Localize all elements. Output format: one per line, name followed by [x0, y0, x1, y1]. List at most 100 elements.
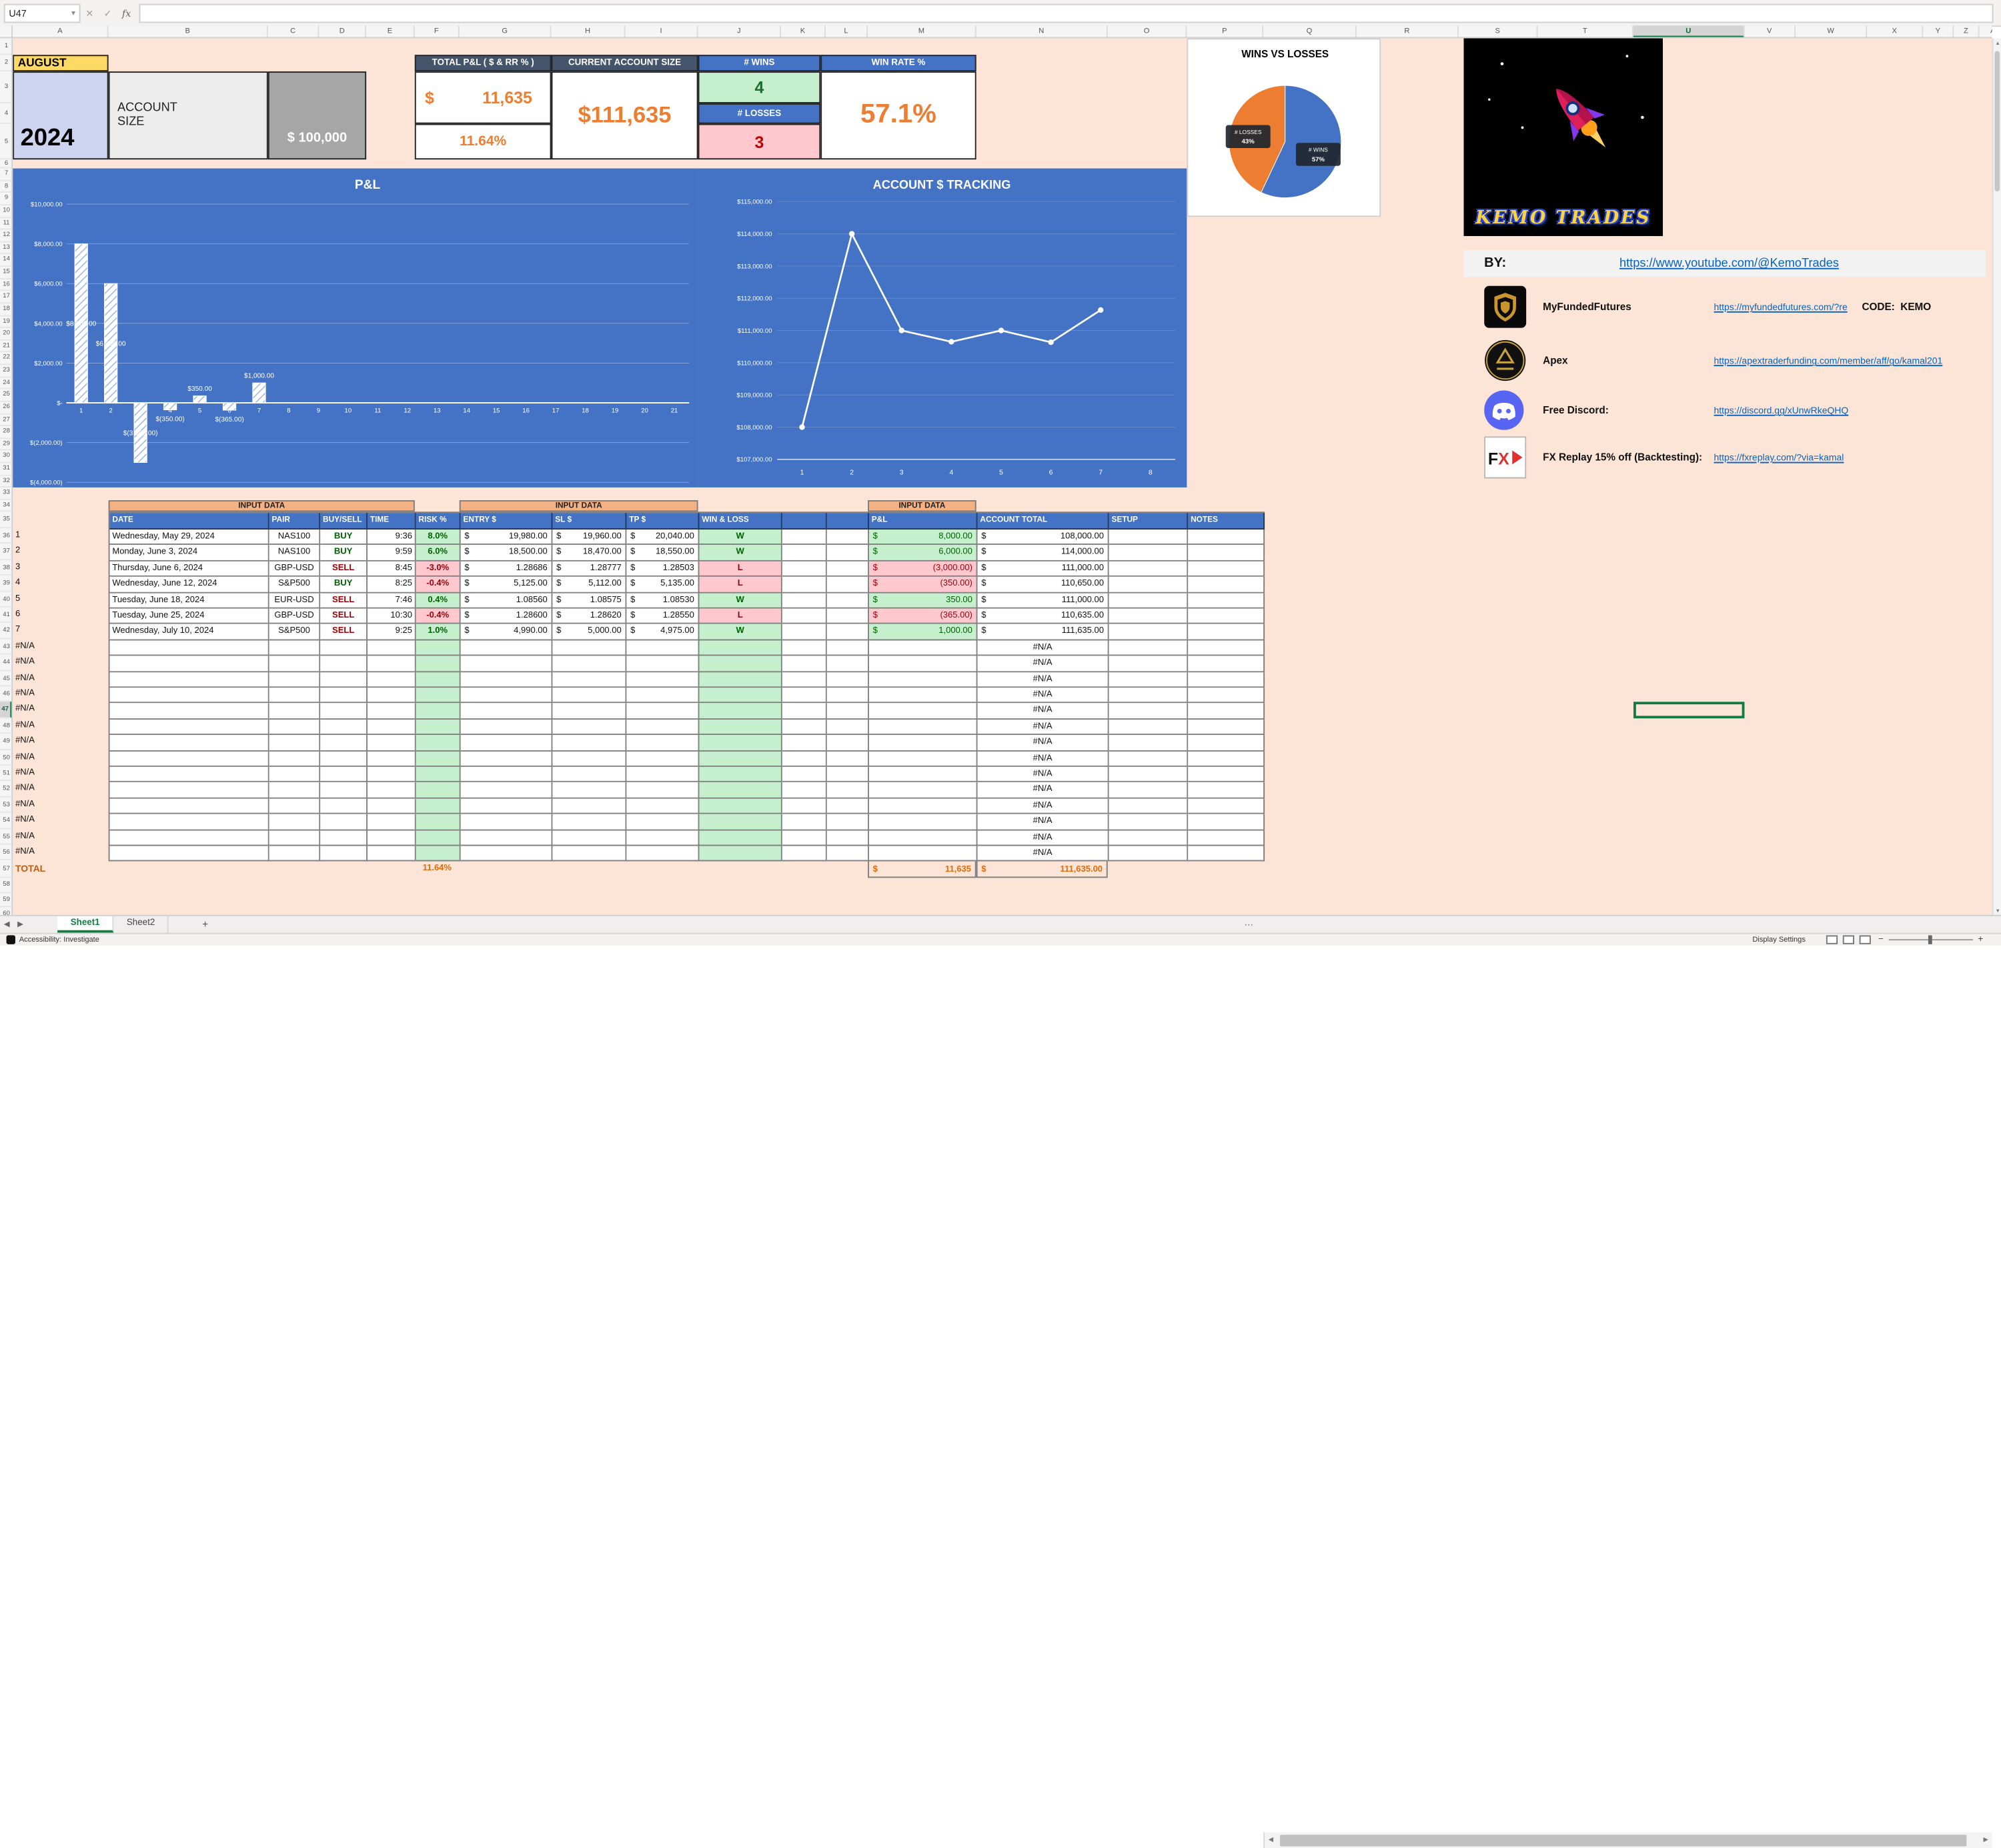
table-cell-sp2[interactable]: [826, 561, 869, 578]
total-account-cell-bottom[interactable]: $ 111,635.00: [976, 860, 1108, 879]
table-cell-entry[interactable]: $1.28600: [460, 608, 553, 625]
table-cell-time[interactable]: [368, 766, 416, 783]
sheet-grid[interactable]: AUGUST 2024 ACCOUNT SIZE $ 100,000 TOTAL…: [0, 38, 1992, 915]
table-header-cell[interactable]: NOTES: [1188, 513, 1265, 530]
row-header-28[interactable]: 28: [0, 426, 12, 439]
table-header-cell[interactable]: ACCOUNT TOTAL: [977, 513, 1109, 530]
row-header-32[interactable]: 32: [0, 476, 12, 488]
year-cell[interactable]: 2024: [13, 71, 109, 160]
table-cell-pair[interactable]: S&P500: [269, 624, 321, 641]
table-cell-wl[interactable]: [699, 640, 782, 656]
table-header-cell[interactable]: SETUP: [1109, 513, 1189, 530]
table-cell-total[interactable]: $111,000.00: [977, 561, 1109, 578]
table-cell-sp1[interactable]: [782, 798, 827, 815]
table-cell-sp1[interactable]: [782, 719, 827, 736]
table-cell-setup[interactable]: [1109, 592, 1189, 609]
table-cell-wl[interactable]: L: [699, 577, 782, 593]
table-cell-wl[interactable]: L: [699, 608, 782, 625]
table-cell-entry[interactable]: [460, 688, 553, 704]
column-header-T[interactable]: T: [1537, 25, 1633, 37]
table-cell-notes[interactable]: [1188, 561, 1265, 578]
column-header-A[interactable]: A: [13, 25, 109, 37]
table-cell-sl[interactable]: [552, 719, 627, 736]
table-cell-entry[interactable]: $5,125.00: [460, 577, 553, 593]
table-cell-sl[interactable]: $18,470.00: [552, 545, 627, 562]
table-cell-total[interactable]: $108,000.00: [977, 530, 1109, 546]
table-cell-wl[interactable]: [699, 751, 782, 767]
column-header-J[interactable]: J: [698, 25, 781, 37]
table-cell-wl[interactable]: W: [699, 624, 782, 641]
column-header-V[interactable]: V: [1744, 25, 1796, 37]
row-header-56[interactable]: 56: [0, 845, 12, 861]
table-cell-sp1[interactable]: [782, 545, 827, 562]
table-cell-pnl[interactable]: [868, 672, 978, 688]
table-cell-sp1[interactable]: [782, 672, 827, 688]
table-cell-sp1[interactable]: [782, 530, 827, 546]
table-cell-sp2[interactable]: [826, 735, 869, 752]
table-cell-entry[interactable]: [460, 719, 553, 736]
column-header-F[interactable]: F: [415, 25, 460, 37]
table-cell-sp1[interactable]: [782, 782, 827, 799]
row-header-47[interactable]: 47: [0, 702, 12, 718]
table-cell-side[interactable]: [320, 751, 368, 767]
row-header-31[interactable]: 31: [0, 464, 12, 476]
table-cell-wl[interactable]: L: [699, 561, 782, 578]
table-cell-time[interactable]: [368, 798, 416, 815]
table-cell-wl[interactable]: [699, 719, 782, 736]
table-cell-sp1[interactable]: [782, 703, 827, 720]
table-cell-time[interactable]: 9:59: [368, 545, 416, 562]
table-cell-tp[interactable]: [626, 766, 700, 783]
add-sheet-icon[interactable]: +: [202, 918, 209, 930]
column-header-Y[interactable]: Y: [1923, 25, 1954, 37]
column-header-E[interactable]: E: [366, 25, 415, 37]
row-header-52[interactable]: 52: [0, 782, 12, 798]
table-cell-total[interactable]: #N/A: [977, 814, 1109, 830]
table-cell-setup[interactable]: [1109, 530, 1189, 546]
row-header-41[interactable]: 41: [0, 608, 12, 624]
table-cell-side[interactable]: [320, 830, 368, 846]
table-cell-pair[interactable]: [269, 751, 321, 767]
table-cell-time[interactable]: [368, 656, 416, 672]
table-cell-risk[interactable]: [416, 830, 461, 846]
table-cell-tp[interactable]: $18,550.00: [626, 545, 700, 562]
column-header-R[interactable]: R: [1357, 25, 1459, 37]
table-cell-pair[interactable]: [269, 703, 321, 720]
column-header-B[interactable]: B: [109, 25, 268, 37]
table-cell-sp1[interactable]: [782, 830, 827, 846]
column-header-I[interactable]: I: [626, 25, 698, 37]
row-header-22[interactable]: 22: [0, 353, 12, 365]
table-cell-sp1[interactable]: [782, 561, 827, 578]
table-cell-pair[interactable]: [269, 735, 321, 752]
column-header-C[interactable]: C: [268, 25, 319, 37]
column-header-W[interactable]: W: [1796, 25, 1868, 37]
table-cell-time[interactable]: [368, 782, 416, 799]
column-header-H[interactable]: H: [552, 25, 626, 37]
table-cell-pair[interactable]: [269, 782, 321, 799]
row-header-38[interactable]: 38: [0, 560, 12, 576]
table-cell-notes[interactable]: [1188, 751, 1265, 767]
table-cell-side[interactable]: BUY: [320, 530, 368, 546]
table-cell-sp1[interactable]: [782, 608, 827, 625]
table-cell-side[interactable]: SELL: [320, 592, 368, 609]
table-cell-sp1[interactable]: [782, 735, 827, 752]
table-cell-side[interactable]: [320, 846, 368, 862]
table-cell-pair[interactable]: [269, 640, 321, 656]
table-cell-setup[interactable]: [1109, 782, 1189, 799]
vertical-scrollbar[interactable]: ▲ ▼: [1992, 38, 2001, 915]
table-cell-entry[interactable]: [460, 814, 553, 830]
table-cell-tp[interactable]: [626, 830, 700, 846]
table-cell-notes[interactable]: [1188, 624, 1265, 641]
table-cell-risk[interactable]: [416, 672, 461, 688]
table-cell-side[interactable]: [320, 798, 368, 815]
table-cell-side[interactable]: [320, 656, 368, 672]
table-cell-risk[interactable]: -0.4%: [416, 577, 461, 593]
win-rate-cell[interactable]: 57.1%: [820, 71, 976, 160]
table-cell-risk[interactable]: -3.0%: [416, 561, 461, 578]
column-header-U[interactable]: U: [1633, 25, 1745, 37]
table-cell-entry[interactable]: [460, 656, 553, 672]
table-cell-total[interactable]: #N/A: [977, 798, 1109, 815]
row-header-16[interactable]: 16: [0, 279, 12, 291]
table-cell-pnl[interactable]: [868, 656, 978, 672]
table-header-cell[interactable]: TP $: [626, 513, 700, 530]
row-header-24[interactable]: 24: [0, 377, 12, 390]
